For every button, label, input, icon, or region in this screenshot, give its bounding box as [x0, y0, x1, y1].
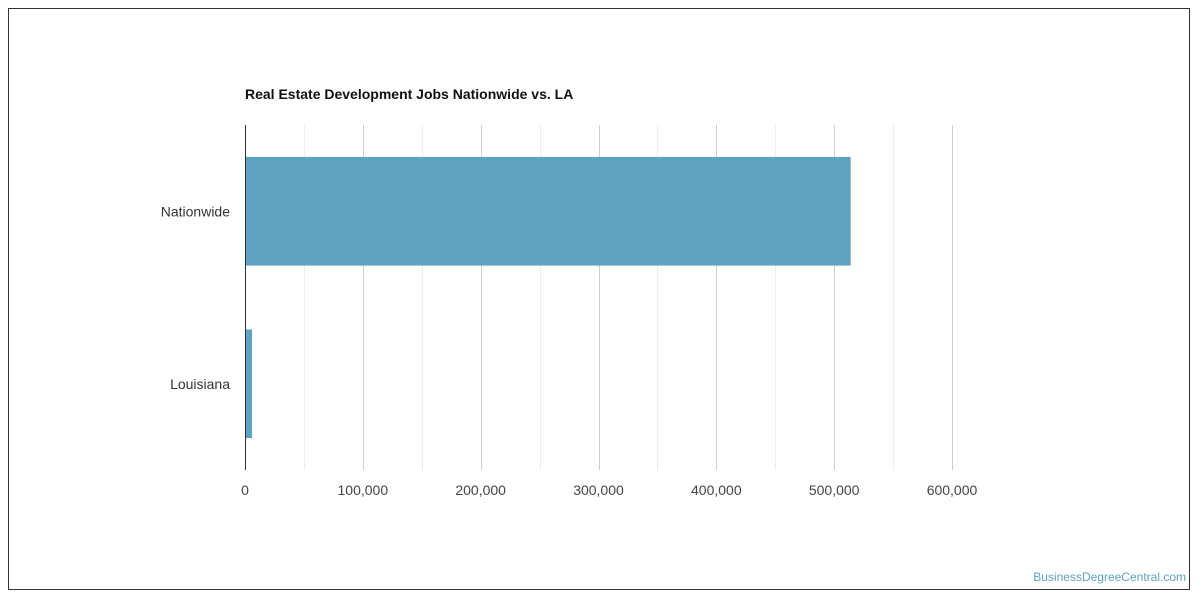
- bar-louisiana: [245, 329, 253, 439]
- x-tick-label: 600,000: [927, 482, 978, 498]
- bar-nationwide: [245, 156, 851, 266]
- watermark[interactable]: BusinessDegreeCentral.com: [1033, 570, 1186, 584]
- category-label: Louisiana: [170, 376, 230, 392]
- x-tick-label: 300,000: [573, 482, 624, 498]
- x-tick-label: 200,000: [455, 482, 506, 498]
- x-tick-labels: 0 100,000 200,000 300,000 400,000 500,000 600,…: [241, 482, 977, 498]
- chart-title: Real Estate Development Jobs Nationwide …: [245, 86, 574, 102]
- x-tick-label: 100,000: [338, 482, 389, 498]
- category-label: Nationwide: [161, 203, 230, 219]
- x-tick-label: 400,000: [691, 482, 742, 498]
- bars: [245, 156, 851, 439]
- x-tick-label: 0: [241, 482, 249, 498]
- x-tick-label: 500,000: [809, 482, 860, 498]
- category-labels: Nationwide Louisiana: [161, 203, 230, 392]
